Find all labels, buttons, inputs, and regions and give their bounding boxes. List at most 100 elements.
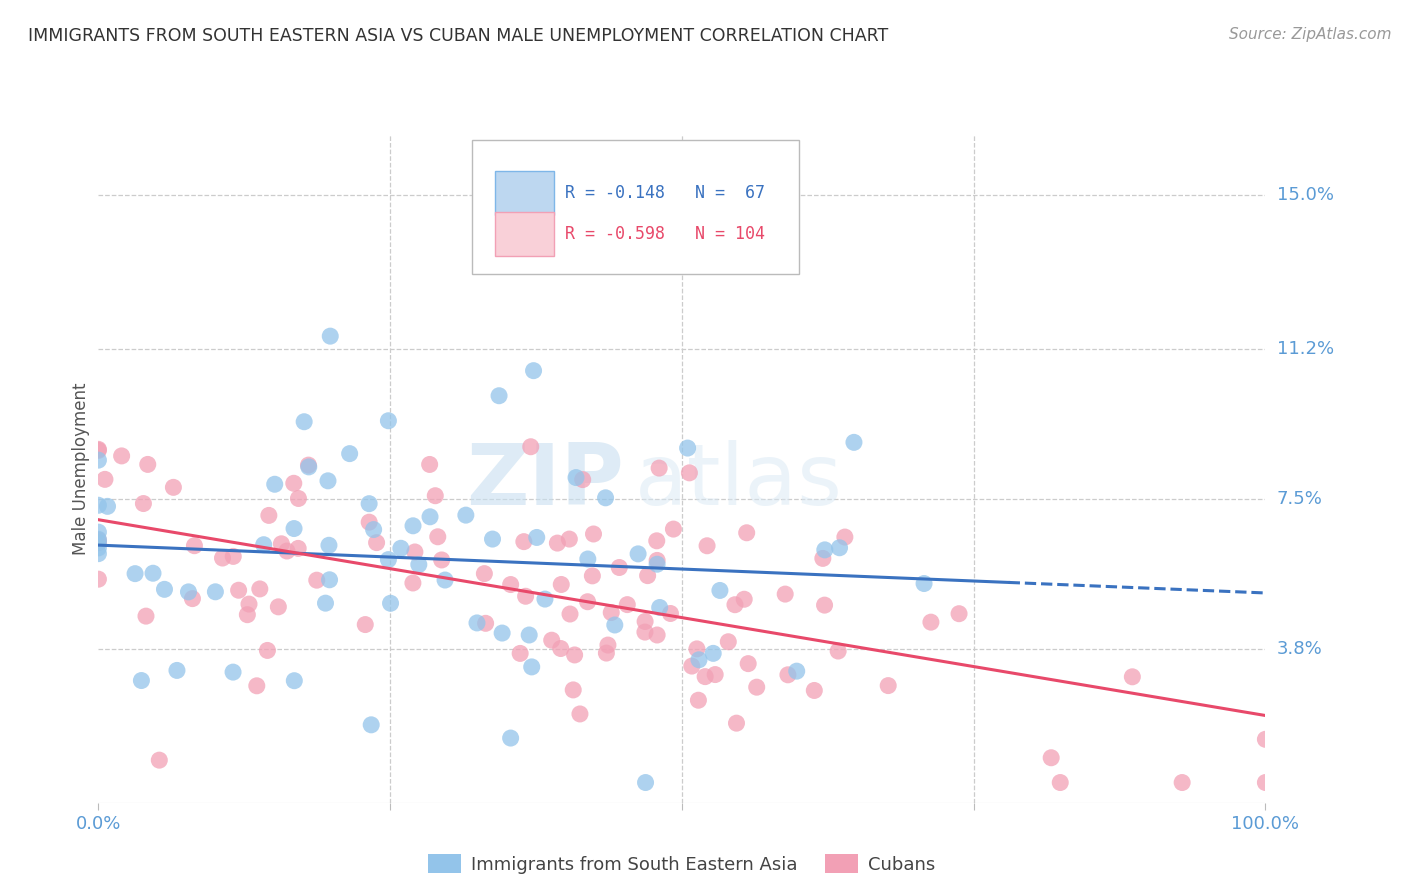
Point (571, 473, 593, 487)
Point (305, 573, 328, 587)
Point (803, 683, 825, 698)
Point (717, 634, 740, 648)
Point (600, 606, 623, 620)
Point (253, 538, 276, 552)
Point (222, 665, 245, 679)
Point (568, 706, 591, 721)
Point (637, 568, 659, 582)
FancyBboxPatch shape (495, 212, 554, 256)
Point (616, 598, 638, 612)
Point (499, 731, 522, 745)
Point (725, 716, 748, 731)
Point (87, 498, 110, 512)
Point (1040, 751, 1063, 765)
Point (360, 718, 382, 732)
Point (645, 533, 668, 548)
Point (1049, 775, 1071, 789)
Point (87, 541, 110, 555)
Point (319, 329, 342, 343)
Point (488, 389, 510, 403)
Point (634, 625, 657, 640)
Point (111, 449, 134, 463)
Point (607, 560, 630, 574)
Point (576, 595, 599, 609)
Point (87, 535, 110, 549)
Point (297, 458, 319, 472)
Point (354, 617, 377, 632)
Point (745, 680, 768, 694)
Point (430, 553, 453, 567)
Point (287, 541, 309, 556)
Text: R = -0.148   N =  67: R = -0.148 N = 67 (565, 184, 765, 202)
Point (87, 442, 110, 457)
Point (877, 679, 900, 693)
Text: Source: ZipAtlas.com: Source: ZipAtlas.com (1229, 27, 1392, 42)
Point (581, 569, 603, 583)
Point (558, 532, 581, 546)
Point (696, 539, 718, 553)
Point (811, 551, 834, 566)
Point (135, 609, 157, 624)
Point (634, 775, 657, 789)
Point (595, 491, 617, 505)
Legend: Immigrants from South Eastern Asia, Cubans: Immigrants from South Eastern Asia, Cuba… (420, 847, 943, 880)
Point (582, 527, 605, 541)
Point (565, 470, 588, 484)
Point (148, 753, 170, 767)
Point (276, 544, 298, 558)
Point (249, 582, 271, 596)
Point (724, 598, 747, 612)
FancyBboxPatch shape (472, 141, 799, 275)
Point (1254, 732, 1277, 747)
Point (359, 515, 381, 529)
Point (404, 545, 426, 559)
Point (645, 628, 668, 642)
Point (576, 552, 599, 566)
Point (94, 472, 117, 486)
Point (426, 530, 449, 544)
Point (828, 541, 851, 555)
Point (228, 583, 250, 598)
Point (257, 508, 280, 523)
Point (87, 453, 110, 467)
Point (132, 497, 155, 511)
Point (526, 531, 548, 545)
Point (419, 458, 441, 472)
Point (359, 497, 381, 511)
Point (256, 643, 278, 657)
Point (181, 591, 204, 606)
Point (408, 558, 430, 572)
Point (389, 541, 412, 556)
Point (283, 476, 305, 491)
Point (339, 447, 361, 461)
Point (645, 558, 668, 572)
Point (948, 607, 970, 621)
Point (315, 596, 337, 610)
Point (776, 668, 799, 682)
Point (222, 549, 245, 564)
Point (204, 584, 226, 599)
Point (515, 589, 537, 603)
Point (773, 587, 796, 601)
Point (813, 598, 835, 612)
Point (834, 530, 856, 544)
Point (377, 552, 399, 566)
Point (519, 440, 541, 454)
Point (1171, 775, 1194, 789)
Point (366, 535, 388, 549)
Point (509, 647, 531, 661)
Point (434, 573, 457, 587)
Point (522, 364, 544, 378)
Point (377, 414, 399, 428)
Point (380, 596, 402, 610)
Point (283, 673, 305, 688)
Point (474, 566, 496, 581)
Point (87, 533, 110, 547)
Point (558, 607, 581, 621)
Point (1254, 775, 1277, 789)
Point (238, 597, 260, 611)
Point (662, 522, 685, 536)
Text: atlas: atlas (636, 440, 844, 524)
Point (454, 508, 477, 523)
Point (236, 607, 259, 622)
